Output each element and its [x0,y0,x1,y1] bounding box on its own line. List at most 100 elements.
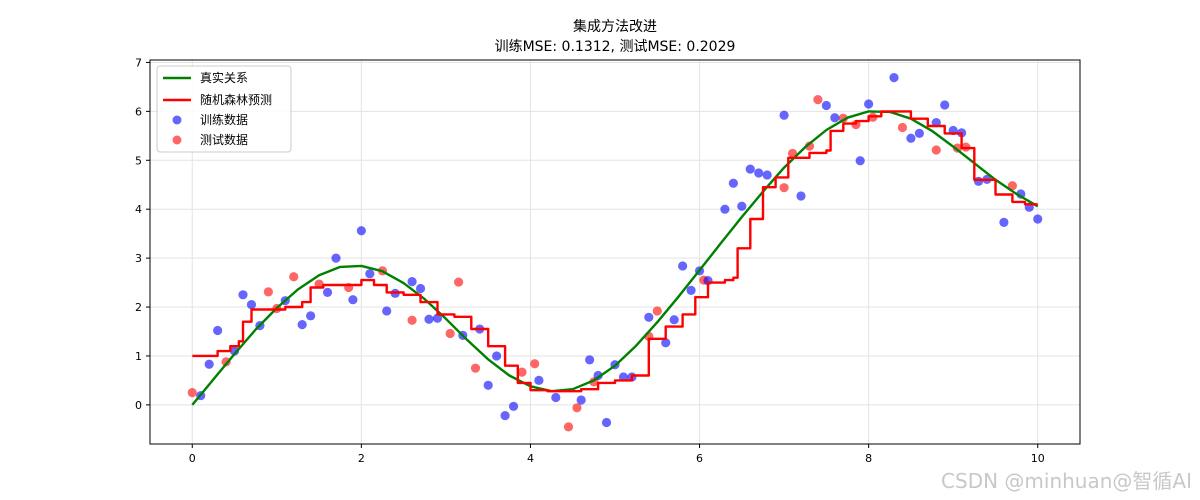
train-point [492,351,502,361]
train-point [601,417,612,428]
legend-label-train: 训练数据 [200,112,248,127]
y-tick-label: 7 [135,56,142,69]
train-point [246,299,257,310]
x-tick-label: 2 [358,452,365,465]
train-point [737,201,747,211]
train-data-points [196,73,1043,428]
x-axis-ticks: 0 2 4 6 8 10 [189,444,1045,465]
x-tick-label: 6 [696,452,703,465]
train-point [238,290,248,300]
legend: 真实关系 随机森林预测 训练数据 测试数据 [156,65,292,153]
train-point [331,253,341,263]
test-point [187,388,197,398]
legend-label-test: 测试数据 [200,132,248,147]
train-point [754,168,764,178]
test-point [931,145,941,155]
x-tick-label: 8 [865,452,872,465]
x-tick-label: 0 [189,452,196,465]
train-point [204,359,214,369]
train-point [686,285,696,295]
y-tick-label: 5 [135,154,142,167]
train-point [322,287,333,297]
test-point [572,403,582,413]
y-tick-label: 0 [135,399,142,412]
train-point [889,73,899,83]
train-point [906,133,916,143]
train-point [728,178,738,188]
train-point [830,113,840,123]
train-point [229,346,240,356]
x-tick-label: 4 [527,452,534,465]
train-point [407,276,417,287]
train-point [213,325,223,336]
test-point [517,367,527,377]
test-point [530,359,540,369]
watermark-text: CSDN @minhuan@智循AI [941,469,1192,493]
train-point [551,392,561,403]
test-point [563,422,574,432]
y-tick-label: 6 [135,105,142,118]
test-point [652,306,662,316]
legend-swatch-test [172,135,182,145]
legend-label-true: 真实关系 [200,70,248,85]
random-forest-prediction-line [192,110,1038,393]
y-axis-ticks: 0 1 2 3 4 5 6 7 [135,56,150,412]
train-point [297,320,307,330]
test-point [445,328,455,339]
test-point [804,141,815,151]
legend-swatch-train [172,115,182,125]
test-point [1007,181,1017,191]
test-data-points [187,95,1017,432]
train-point [779,110,789,120]
train-point [720,204,730,214]
train-point [745,164,755,174]
test-point [470,363,481,373]
test-point [897,122,908,133]
y-tick-label: 4 [135,203,142,216]
test-point [289,272,299,282]
train-point [796,191,806,201]
x-tick-label: 10 [1031,452,1045,465]
train-point [661,338,671,348]
train-point [382,306,392,316]
train-point [365,269,375,279]
series-lines [191,110,1039,406]
train-point [424,314,434,324]
true-relation-line [191,110,1039,406]
train-point [576,395,586,405]
train-point [356,226,366,236]
test-point [813,95,823,105]
train-point [483,380,493,390]
train-point [762,170,772,180]
grid-lines [150,60,1080,444]
train-point [508,401,519,411]
test-point [407,315,417,325]
train-point [348,295,358,305]
train-point [415,283,426,294]
train-point [914,128,924,138]
train-point [306,311,316,321]
test-point [453,277,464,287]
y-tick-label: 2 [135,301,142,314]
chart-title: 集成方法改进 [573,18,657,35]
y-tick-label: 1 [135,350,142,363]
test-point [263,287,273,297]
train-point [1033,214,1043,224]
train-point [534,375,544,386]
train-point [432,313,443,323]
legend-box [156,65,292,153]
train-point [500,411,510,421]
train-point [585,355,595,365]
test-point [779,183,789,193]
chart-subtitle: 训练MSE: 0.1312, 测试MSE: 0.2029 [495,39,736,55]
train-point [864,99,874,109]
train-point [644,312,654,322]
y-tick-label: 3 [135,252,142,265]
legend-label-rf: 随机森林预测 [200,92,272,107]
train-point [855,156,865,166]
plot-frame [149,59,1081,445]
train-point [940,100,950,110]
train-point [999,217,1009,228]
train-point [669,315,679,325]
